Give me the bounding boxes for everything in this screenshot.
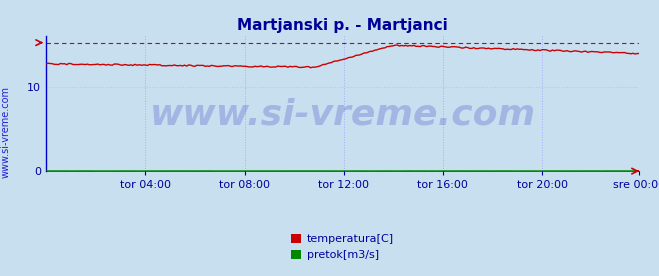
Legend: temperatura[C], pretok[m3/s]: temperatura[C], pretok[m3/s] <box>291 234 394 260</box>
Title: Martjanski p. - Martjanci: Martjanski p. - Martjanci <box>237 18 448 33</box>
Text: www.si-vreme.com: www.si-vreme.com <box>150 97 536 131</box>
Text: www.si-vreme.com: www.si-vreme.com <box>0 86 11 179</box>
